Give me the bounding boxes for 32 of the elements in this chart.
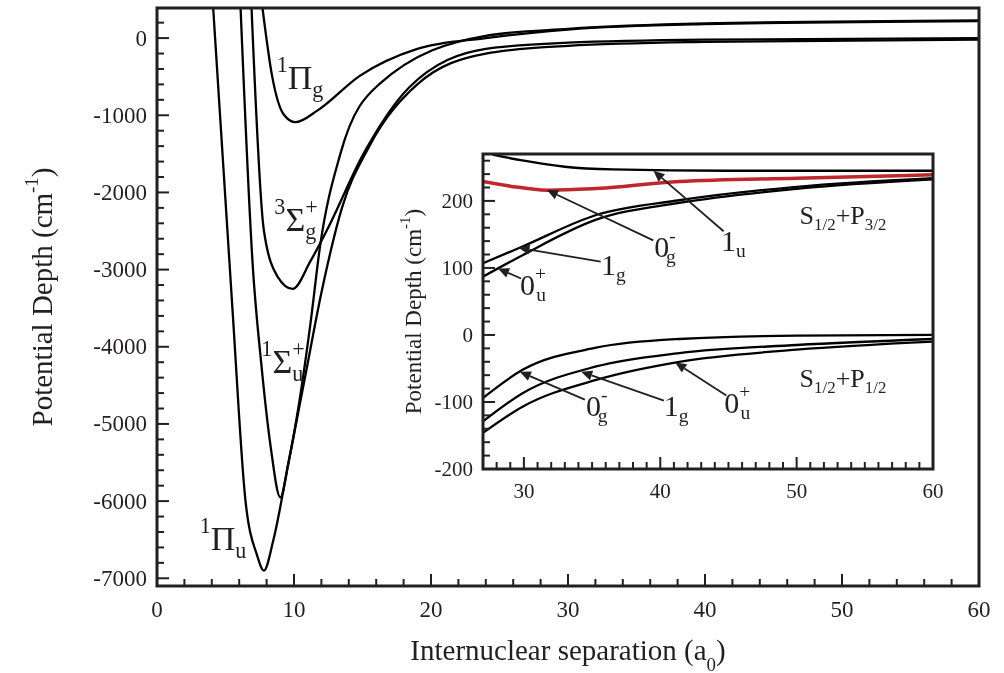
annotation: S$_{1/2}$+P$_{1/2}$ — [799, 363, 887, 397]
y-tick-label: 0 — [135, 25, 147, 51]
y-tick-label: -1000 — [93, 102, 147, 128]
x-tick-label: 40 — [649, 479, 671, 503]
y-tick-label: -5000 — [93, 411, 147, 437]
y-tick-label: -6000 — [93, 488, 147, 514]
y-tick-label: 200 — [441, 188, 473, 213]
annotation: 1$_{g}$ — [601, 247, 627, 285]
y-tick-label: -100 — [434, 389, 473, 414]
y-tick-label: -4000 — [93, 334, 147, 360]
x-tick-label: 50 — [830, 597, 854, 622]
annotation: $^{1}$Π$_{g}$ — [276, 52, 324, 102]
y-tick-label: 0 — [462, 322, 473, 347]
x-tick-label: 50 — [786, 479, 808, 503]
x-tick-label: 10 — [282, 597, 306, 622]
annotation: 1$_{u}$ — [721, 223, 747, 261]
annotation: 1$_{g}$ — [663, 388, 689, 426]
x-tick-label: 20 — [419, 597, 443, 622]
y-tick-label: -7000 — [93, 565, 147, 591]
annotation: $^{1}$Π$_{u}$ — [199, 513, 247, 563]
y-tick-label: 100 — [441, 255, 473, 280]
x-tick-label: 60 — [967, 597, 991, 622]
y-tick-label: -3000 — [93, 257, 147, 283]
x-tick-label: 40 — [693, 597, 717, 622]
x-tick-label: 0 — [151, 597, 163, 622]
y-tick-label: -2000 — [93, 179, 147, 205]
x-axis-title: Internuclear separation (a$_{0}$) — [410, 634, 726, 673]
x-tick-label: 60 — [922, 479, 944, 503]
x-tick-label: 30 — [556, 597, 580, 622]
annotation: S$_{1/2}$+P$_{3/2}$ — [799, 200, 887, 234]
y-tick-label: -200 — [434, 457, 473, 481]
x-tick-label: 30 — [513, 479, 535, 503]
